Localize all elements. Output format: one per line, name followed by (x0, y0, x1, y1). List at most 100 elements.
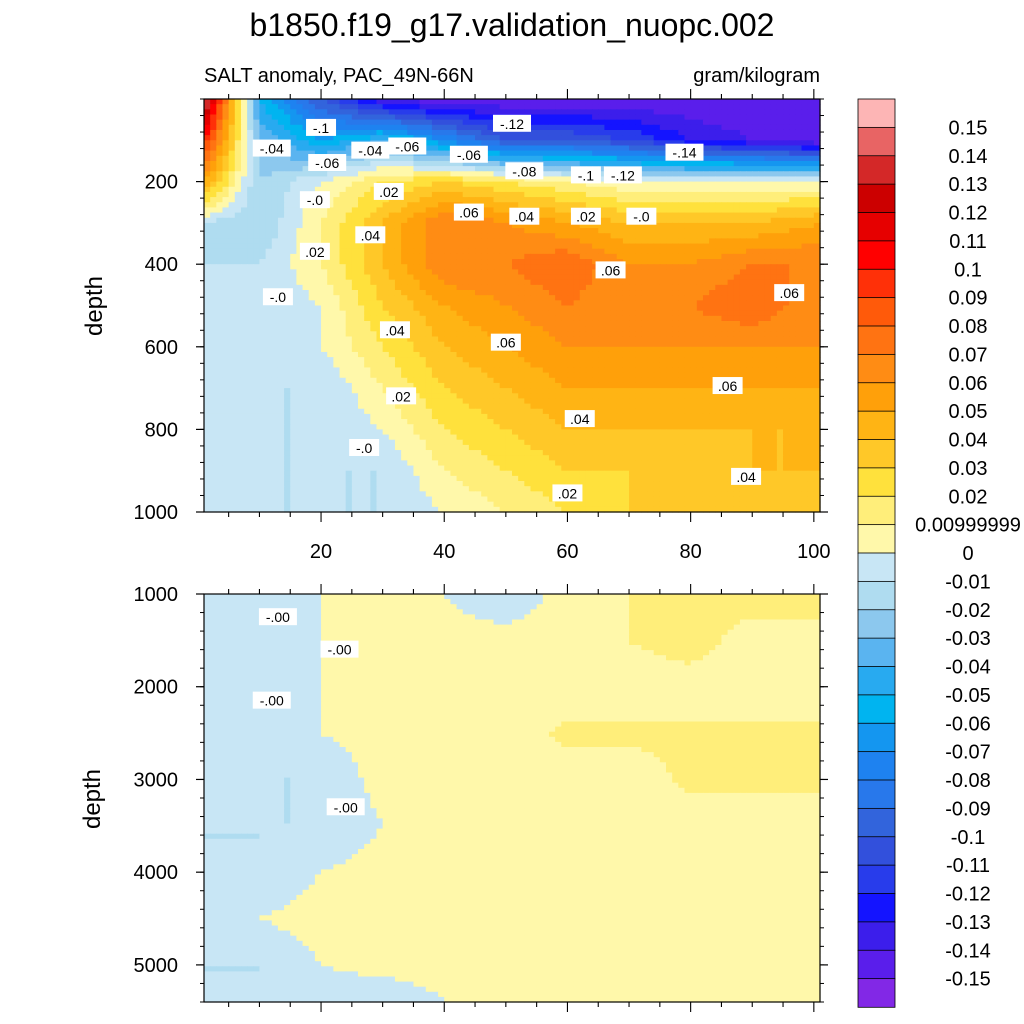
contour-cell (284, 331, 291, 338)
contour-cell (210, 331, 217, 338)
contour-cell (234, 202, 242, 209)
contour-cell (394, 274, 402, 281)
contour-cell (394, 217, 402, 224)
contour-cell (456, 104, 464, 110)
contour-cell (493, 351, 501, 358)
contour-cell (210, 238, 217, 245)
contour-cell (752, 305, 759, 312)
contour-cell (308, 279, 316, 286)
contour-cell (302, 166, 310, 172)
contour-cell (573, 305, 581, 312)
contour-cell (807, 320, 815, 327)
contour-cell (770, 336, 778, 343)
contour-cell (678, 135, 686, 141)
contour-cell (524, 259, 532, 265)
contour-cell (610, 104, 618, 110)
contour-cell (444, 228, 451, 234)
contour-cell (284, 279, 291, 286)
contour-cell (598, 114, 605, 121)
contour-cell (647, 145, 655, 152)
contour-cell (733, 253, 741, 260)
contour-cell (475, 114, 482, 121)
contour-cell (678, 160, 686, 167)
contour-cell (764, 114, 772, 121)
contour-cell (542, 238, 550, 245)
contour-cell (308, 341, 316, 348)
contour-cell (259, 202, 267, 209)
contour-cell (228, 109, 236, 116)
contour-cell (468, 166, 476, 172)
contour-cell (228, 259, 236, 265)
contour-cell (388, 124, 396, 131)
contour-cell (770, 295, 778, 301)
contour-cell (746, 160, 753, 167)
contour-cell (431, 295, 439, 301)
contour-cell (296, 104, 304, 110)
contour-cell (240, 305, 248, 312)
contour-cell (456, 135, 464, 141)
contour-cell (296, 310, 304, 317)
contour-cell (659, 295, 667, 301)
contour-cell (659, 274, 667, 281)
contour-cell (456, 186, 464, 193)
contour-cell (653, 135, 661, 141)
contour-cell (388, 346, 396, 353)
contour-cell (746, 290, 753, 296)
contour-cell (401, 124, 408, 131)
contour-cell (370, 300, 378, 307)
contour-cell (616, 341, 624, 348)
contour-cell (524, 104, 532, 110)
contour-cell (647, 202, 655, 209)
contour-cell (622, 181, 630, 188)
contour-cell (364, 176, 371, 183)
contour-cell (561, 171, 569, 178)
contour-cell (505, 181, 513, 188)
contour-cell (438, 176, 445, 183)
contour-cell (524, 341, 532, 348)
contour-cell (592, 104, 599, 110)
contour-cell (690, 129, 698, 136)
contour-cell (401, 114, 408, 121)
contour-cell (345, 176, 353, 183)
contour-cell (684, 166, 692, 172)
contour-cell (345, 295, 353, 301)
contour-cell (505, 279, 513, 286)
contour-cell (425, 104, 433, 110)
contour-cell (616, 222, 624, 229)
contour-cell (394, 99, 402, 105)
contour-cell (567, 212, 575, 219)
contour-cell (678, 197, 686, 203)
contour-cell (542, 171, 550, 178)
contour-cell (801, 217, 809, 224)
contour-cell (764, 222, 772, 229)
contour-cell (721, 212, 729, 219)
contour-cell (629, 300, 636, 307)
contour-cell (345, 320, 353, 327)
contour-cell (302, 176, 310, 183)
contour-cell (801, 222, 809, 229)
contour-cell (394, 166, 402, 172)
contour-cell (783, 145, 790, 152)
contour-cell (481, 104, 488, 110)
contour-cell (259, 305, 267, 312)
contour-cell (739, 300, 747, 307)
contour-cell (672, 222, 679, 229)
contour-cell (302, 259, 310, 265)
contour-cell (752, 279, 759, 286)
contour-cell (222, 186, 230, 193)
contour-cell (210, 150, 217, 157)
contour-cell (622, 197, 630, 203)
contour-cell (271, 310, 279, 317)
contour-cell (456, 129, 464, 136)
contour-cell (629, 326, 636, 332)
contour-cell (413, 243, 421, 250)
contour-cell (487, 104, 495, 110)
contour-cell (684, 279, 692, 286)
contour-cell (548, 145, 556, 152)
contour-cell (733, 331, 741, 338)
contour-cell (382, 155, 390, 162)
contour-cell (376, 264, 384, 270)
contour-cell (302, 186, 310, 193)
contour-cell (413, 155, 421, 162)
contour-cell (567, 181, 575, 188)
